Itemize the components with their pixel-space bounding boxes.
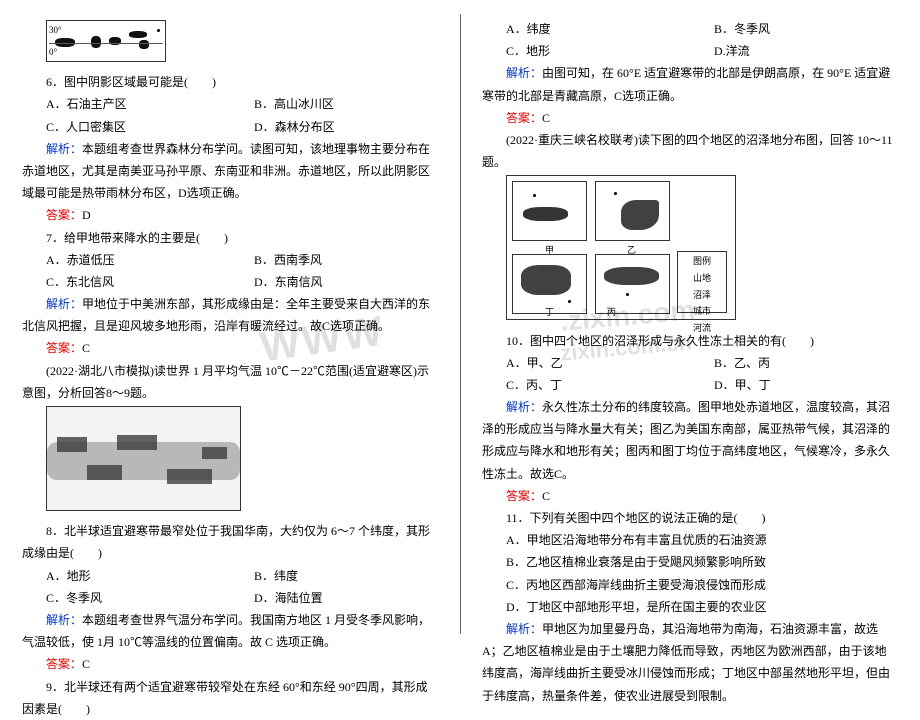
q6-stem: 6．图中阴影区域最可能是( ) xyxy=(22,71,438,93)
q11-opt-b: B．乙地区植棉业衰落是由于受飓风频繁影响所致 xyxy=(482,551,898,573)
q7-answer-value: C xyxy=(82,341,90,355)
q8-analysis: 解析：本题组考查世界气温分布学问。我国南方地区 1 月受冬季风影响，气温较低，使… xyxy=(22,609,438,653)
figure-world-temp-band xyxy=(46,406,241,511)
legend-item-2: 沼泽 xyxy=(678,287,726,304)
q10-opts-row1: A．甲、乙 B．乙、丙 xyxy=(482,352,898,374)
q9-analysis-text: 由图可知，在 60°E 适宜避寒带的北部是伊朗高原，在 90°E 适宜避寒带的北… xyxy=(482,66,890,102)
q6-opt-a: A．石油主产区 xyxy=(22,93,230,115)
legend-title: 图例 xyxy=(678,253,726,270)
q10-answer: 答案：C xyxy=(482,485,898,507)
legend-item-4: 河流 xyxy=(678,320,726,337)
q9-answer-value: C xyxy=(542,111,550,125)
q7-opt-d: D．东南信风 xyxy=(230,271,438,293)
q8-answer-value: C xyxy=(82,657,90,671)
q9-stem: 9．北半球还有两个适宜避寒带较窄处在东经 60°和东经 90°四周，其形成因素是… xyxy=(22,676,438,720)
column-divider xyxy=(460,14,461,634)
q10-opt-d: D．甲、丁 xyxy=(690,374,898,396)
q9-analysis: 解析：由图可知，在 60°E 适宜避寒带的北部是伊朗高原，在 90°E 适宜避寒… xyxy=(482,62,898,106)
q11-opt-d: D．丁地区中部地形平坦，是所在国主要的农业区 xyxy=(482,596,898,618)
q8-stem: 8．北半球适宜避寒带最窄处位于我国华南，大约仅为 6～7 个纬度，其形成缘由是(… xyxy=(22,520,438,564)
label-analysis: 解析： xyxy=(506,66,542,80)
q6-answer-value: D xyxy=(82,208,91,222)
q6-analysis: 解析：本题组考查世界森林分布学问。读图可知，该地理事物主要分布在赤道地区，尤其是… xyxy=(22,138,438,205)
q6-opts-row2: C．人口密集区 D．森林分布区 xyxy=(22,116,438,138)
q6-analysis-text: 本题组考查世界森林分布学问。读图可知，该地理事物主要分布在赤道地区，尤其是南美亚… xyxy=(22,142,430,200)
label-analysis: 解析： xyxy=(506,622,542,636)
left-column: 30° 0° 6．图中阴影区域最可能是( ) A．石油主产区 B．高山冰川区 C… xyxy=(0,0,460,651)
panel-label-ding: 丁 xyxy=(545,304,554,321)
label-answer: 答案： xyxy=(46,657,82,671)
q7-analysis-text: 甲地位于中美洲东部，其形成缘由是：全年主要受来自大西洋的东北信风把握，且是迎风坡… xyxy=(22,297,430,333)
q7-opts-row2: C．东北信风 D．东南信风 xyxy=(22,271,438,293)
q9-opt-c: C．地形 xyxy=(482,40,690,62)
q6-answer: 答案：D xyxy=(22,204,438,226)
lead-8-9: (2022·湖北八市模拟)读世界 1 月平均气温 10℃－22℃范围(适宜避寒区… xyxy=(22,360,438,404)
q8-opt-a: A．地形 xyxy=(22,565,230,587)
q10-opt-a: A．甲、乙 xyxy=(482,352,690,374)
q9-opts-row1: A．纬度 B．冬季风 xyxy=(482,18,898,40)
q11-opt-c: C．丙地区西部海岸线曲折主要受海浪侵蚀而形成 xyxy=(482,574,898,596)
q7-opt-b: B．西南季风 xyxy=(230,249,438,271)
q9-opt-b: B．冬季风 xyxy=(690,18,898,40)
tick-0: 0° xyxy=(49,44,57,61)
q8-opt-b: B．纬度 xyxy=(230,565,438,587)
label-analysis: 解析： xyxy=(46,297,82,311)
q7-opt-c: C．东北信风 xyxy=(22,271,230,293)
q6-opt-d: D．森林分布区 xyxy=(230,116,438,138)
q8-opts-row2: C．冬季风 D．海陆位置 xyxy=(22,587,438,609)
q8-opt-c: C．冬季风 xyxy=(22,587,230,609)
q8-analysis-text: 本题组考查世界气温分布学问。我国南方地区 1 月受冬季风影响，气温较低，使 1月… xyxy=(22,613,430,649)
q10-opt-b: B．乙、丙 xyxy=(690,352,898,374)
q11-analysis: 解析：甲地区为加里曼丹岛，其沿海地带为南海，石油资源丰富，故选A；乙地区植棉业是… xyxy=(482,618,898,707)
q10-opt-c: C．丙、丁 xyxy=(482,374,690,396)
q10-analysis: 解析：永久性冻土分布的纬度较高。图甲地处赤道地区，温度较高，其沼泽的形成应当与降… xyxy=(482,396,898,485)
label-analysis: 解析： xyxy=(506,400,542,414)
q11-analysis-text: 甲地区为加里曼丹岛，其沿海地带为南海，石油资源丰富，故选A；乙地区植棉业是由于土… xyxy=(482,622,890,703)
figure-q6-equator-map: 30° 0° xyxy=(46,20,166,62)
lead-10-11: (2022·重庆三峡名校联考)读下图的四个地区的沼泽地分布图，回答 10～11 … xyxy=(482,129,898,173)
legend-item-3: 城市 xyxy=(678,303,726,320)
q9-answer: 答案：C xyxy=(482,107,898,129)
q10-opts-row2: C．丙、丁 D．甲、丁 xyxy=(482,374,898,396)
q7-opts-row1: A．赤道低压 B．西南季风 xyxy=(22,249,438,271)
q9-opts-row2: C．地形 D.洋流 xyxy=(482,40,898,62)
q10-answer-value: C xyxy=(542,489,550,503)
q7-answer: 答案：C xyxy=(22,337,438,359)
q8-opt-d: D．海陆位置 xyxy=(230,587,438,609)
figure-swamp-maps: 甲 乙 丙 丁 图例 山地 沼泽 城市 河流 xyxy=(506,175,736,320)
legend-item-1: 山地 xyxy=(678,270,726,287)
q7-stem: 7．给甲地带来降水的主要是( ) xyxy=(22,227,438,249)
q10-analysis-text: 永久性冻土分布的纬度较高。图甲地处赤道地区，温度较高，其沼泽的形成应当与降水量大… xyxy=(482,400,890,481)
q11-stem: 11．下列有关图中四个地区的说法正确的是( ) xyxy=(482,507,898,529)
label-answer: 答案： xyxy=(506,489,542,503)
label-analysis: 解析： xyxy=(46,142,82,156)
tick-30: 30° xyxy=(49,22,62,39)
q6-opt-b: B．高山冰川区 xyxy=(230,93,438,115)
q8-answer: 答案：C xyxy=(22,653,438,675)
q8-opts-row1: A．地形 B．纬度 xyxy=(22,565,438,587)
label-answer: 答案： xyxy=(46,341,82,355)
q9-opt-a: A．纬度 xyxy=(482,18,690,40)
q6-opts-row1: A．石油主产区 B．高山冰川区 xyxy=(22,93,438,115)
q6-opt-c: C．人口密集区 xyxy=(22,116,230,138)
q11-opt-a: A．甲地区沿海地带分布有丰富且优质的石油资源 xyxy=(482,529,898,551)
label-analysis: 解析： xyxy=(46,613,82,627)
q7-opt-a: A．赤道低压 xyxy=(22,249,230,271)
right-column: A．纬度 B．冬季风 C．地形 D.洋流 解析：由图可知，在 60°E 适宜避寒… xyxy=(460,0,920,651)
q7-analysis: 解析：甲地位于中美洲东部，其形成缘由是：全年主要受来自大西洋的东北信风把握，且是… xyxy=(22,293,438,337)
q9-opt-d: D.洋流 xyxy=(690,40,898,62)
label-answer: 答案： xyxy=(506,111,542,125)
label-answer: 答案： xyxy=(46,208,82,222)
